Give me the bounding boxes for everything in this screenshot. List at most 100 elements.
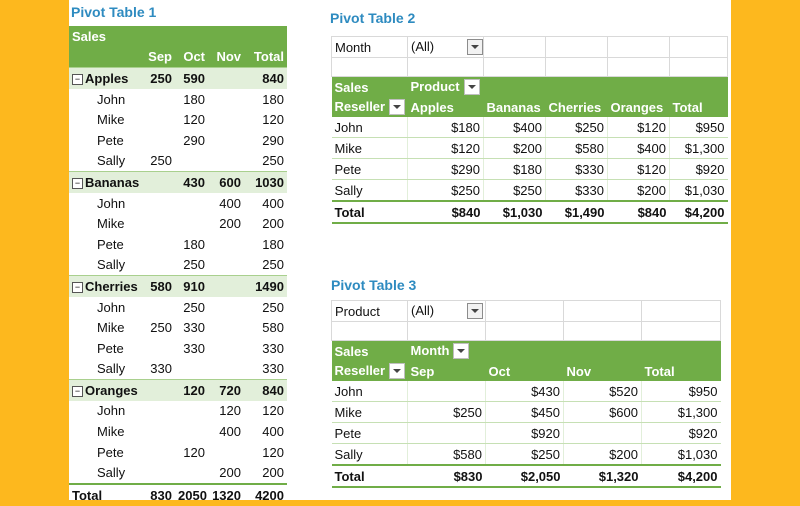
row-filter-dropdown-icon[interactable] xyxy=(389,99,406,116)
empty-cell xyxy=(669,36,728,58)
pt3-column-header: Total xyxy=(641,361,721,381)
empty-cell xyxy=(407,321,486,341)
pt1-item-label: Sally xyxy=(69,358,143,380)
pt1-item-row: John 400 400 xyxy=(69,192,287,214)
pt1-header-row: Sales xyxy=(69,26,287,47)
row-filter-dropdown-icon[interactable] xyxy=(389,363,406,380)
pt1-item-row: Mike 120 120 xyxy=(69,109,287,130)
pt1-item-value: 120 xyxy=(175,441,208,463)
pt1-item-value xyxy=(143,192,175,214)
pt1-item-value: 330 xyxy=(244,358,287,380)
pt3-filter-label: Product xyxy=(331,300,408,322)
pt1-group-value: 600 xyxy=(208,171,244,193)
pt1-item-label: John xyxy=(69,400,143,422)
pt1-item-value xyxy=(175,192,208,214)
column-filter-dropdown-icon[interactable] xyxy=(463,79,480,96)
pt3-row-field-cell[interactable]: Reseller xyxy=(331,361,408,381)
pt1-item-label: Mike xyxy=(69,317,143,338)
pt1-group-value: 1030 xyxy=(244,171,287,193)
pt2-row-field-cell[interactable]: Reseller xyxy=(331,97,408,117)
pt1-item-value xyxy=(143,400,175,422)
collapse-toggle-icon[interactable]: − xyxy=(72,73,83,85)
pt2-row-label: Pete xyxy=(331,158,408,180)
pt1-header-spacer xyxy=(143,26,287,47)
pt1-item-value xyxy=(143,462,175,485)
pivot-table-2-title: Pivot Table 2 xyxy=(330,10,416,26)
collapse-toggle-icon[interactable]: − xyxy=(72,385,83,397)
collapse-toggle-icon[interactable]: − xyxy=(72,281,83,293)
pt2-data-value: $290 xyxy=(407,158,484,180)
pt1-item-row: John 120 120 xyxy=(69,400,287,422)
pt3-row-label: John xyxy=(331,381,408,402)
pivot-table-3: Product (All) Sales Month Reseller Sep Oct Nov T… xyxy=(331,300,721,488)
pt1-item-label: Sally xyxy=(69,254,143,276)
pt3-data-row: Pete $920 $920 xyxy=(331,422,721,444)
pt1-total-row: Total 830 2050 1320 4200 xyxy=(69,483,287,506)
pt1-item-label: Sally xyxy=(69,150,143,172)
pt1-item-value xyxy=(143,233,175,255)
pt3-total-value: $830 xyxy=(407,464,486,488)
pt3-data-row: Mike $250 $450 $600 $1,300 xyxy=(331,401,721,423)
pt2-data-value: $920 xyxy=(669,158,728,180)
pt2-column-field-cell[interactable]: Product xyxy=(407,76,484,97)
pt1-item-row: Pete 290 290 xyxy=(69,129,287,151)
pt3-total-value: $1,320 xyxy=(563,464,642,488)
pt2-row-field-label: Reseller xyxy=(334,98,386,114)
pt2-total-value: $4,200 xyxy=(669,200,728,224)
pt2-total-row: Total $840 $1,030 $1,490 $840 $4,200 xyxy=(331,200,728,224)
pt1-item-label: John xyxy=(69,296,143,318)
pt1-item-value xyxy=(208,233,244,255)
pt3-filter-row: Product (All) xyxy=(331,300,721,322)
pt1-item-value xyxy=(208,441,244,463)
pt3-column-field-cell[interactable]: Month xyxy=(407,340,486,361)
pt1-item-row: Pete 180 180 xyxy=(69,233,287,255)
collapse-toggle-icon[interactable]: − xyxy=(72,177,83,189)
pt1-group-value: 430 xyxy=(175,171,208,193)
pt3-data-row: John $430 $520 $950 xyxy=(331,381,721,402)
pt1-item-value: 180 xyxy=(244,88,287,110)
pt1-item-value xyxy=(175,462,208,485)
pt1-item-value xyxy=(143,213,175,234)
empty-cell xyxy=(641,321,721,341)
pt1-item-value xyxy=(208,150,244,172)
pt1-item-value: 400 xyxy=(208,421,244,442)
pt1-column-header: Oct xyxy=(175,46,208,68)
pt1-sales-label: Sales xyxy=(69,26,143,47)
pt1-item-label: John xyxy=(69,88,143,110)
pt1-item-value: 250 xyxy=(244,296,287,318)
pt1-group-value: 250 xyxy=(143,67,175,89)
pt2-column-header-row: Reseller Apples Bananas Cherries Oranges Tota… xyxy=(331,97,728,117)
pt1-item-row: Sally 250 250 xyxy=(69,254,287,276)
pt3-filter-value-cell[interactable]: (All) xyxy=(407,300,486,322)
pt2-total-label: Total xyxy=(331,200,408,224)
pt1-item-value xyxy=(175,421,208,442)
filter-dropdown-icon[interactable] xyxy=(467,303,483,320)
pt3-data-value: $600 xyxy=(563,401,642,423)
pt3-data-value: $580 xyxy=(407,443,486,466)
header-spacer xyxy=(483,76,546,97)
pt1-item-value xyxy=(143,88,175,110)
pt2-filter-value-cell[interactable]: (All) xyxy=(407,36,484,58)
pt3-data-value: $450 xyxy=(485,401,564,423)
pt1-item-value: 250 xyxy=(175,296,208,318)
pt3-data-value xyxy=(407,381,486,402)
header-spacer xyxy=(669,76,728,97)
pt1-item-row: Pete 330 330 xyxy=(69,337,287,359)
pt1-item-value: 580 xyxy=(244,317,287,338)
filter-dropdown-icon[interactable] xyxy=(467,39,483,56)
pt1-item-row: Mike 400 400 xyxy=(69,421,287,442)
pt2-data-value: $180 xyxy=(407,117,484,138)
pt3-data-value: $200 xyxy=(563,443,642,466)
pt1-item-row: Mike 250 330 580 xyxy=(69,317,287,338)
pt1-item-value: 180 xyxy=(175,233,208,255)
pt1-group-value: 120 xyxy=(175,379,208,401)
pt1-item-value: 180 xyxy=(175,88,208,110)
pt1-item-value: 250 xyxy=(175,254,208,276)
pt2-column-header: Cherries xyxy=(545,97,608,117)
pt2-data-value: $250 xyxy=(407,179,484,202)
pt3-data-value: $1,300 xyxy=(641,401,721,423)
column-filter-dropdown-icon[interactable] xyxy=(453,343,470,360)
header-spacer xyxy=(545,76,608,97)
pt3-data-value: $920 xyxy=(641,422,721,444)
pt1-item-value: 200 xyxy=(244,213,287,234)
